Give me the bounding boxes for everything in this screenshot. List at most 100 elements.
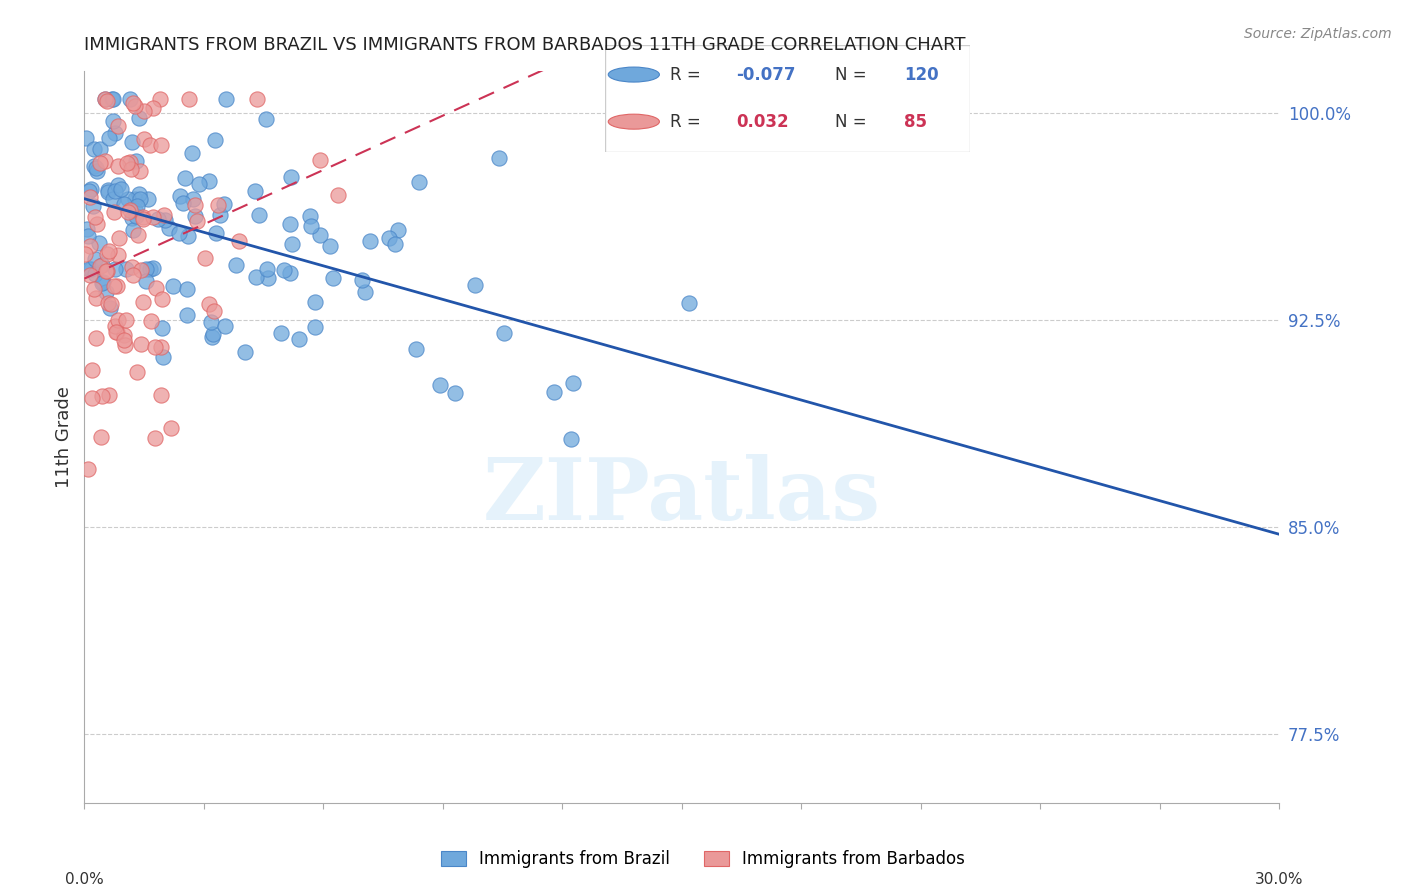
Point [120,92,142,106]
Point [176,282,198,296]
Point [359,235,381,249]
Point [194,252,217,266]
Circle shape [609,67,659,82]
Point [107,178,129,192]
Point [77,261,100,276]
Point [84,161,107,176]
Point [172,195,194,210]
Point [188,177,211,191]
Point [176,308,198,322]
Point [117,192,139,206]
Point [94,264,117,278]
Point [77,462,100,476]
Point [75,247,97,261]
Point [83,142,105,156]
Point [124,98,146,112]
Point [103,205,125,219]
Point [110,182,132,196]
Point [93,153,115,168]
Point [80,181,103,195]
Point [125,210,148,224]
Point [84,331,107,345]
Point [100,297,122,311]
Point [82,199,104,213]
Point [155,213,177,227]
Point [200,315,222,329]
Point [77,228,100,243]
Point [183,210,205,224]
Point [152,350,174,364]
Point [105,278,128,293]
Point [86,217,108,231]
Point [121,260,143,275]
Text: ZIPatlas: ZIPatlas [482,454,882,538]
Point [145,339,167,353]
Point [304,320,326,334]
Point [214,318,236,333]
Point [97,295,120,310]
Point [107,313,129,327]
Point [79,268,101,282]
Point [162,279,184,293]
Point [80,363,103,377]
Text: 85: 85 [904,112,928,130]
Point [405,343,427,357]
Point [90,388,112,402]
Point [115,155,138,169]
Point [128,164,150,178]
Point [125,198,148,212]
Point [128,111,150,125]
Point [135,262,157,277]
Point [142,261,165,276]
Text: IMMIGRANTS FROM BRAZIL VS IMMIGRANTS FROM BARBADOS 11TH GRADE CORRELATION CHART: IMMIGRANTS FROM BRAZIL VS IMMIGRANTS FRO… [84,36,966,54]
Point [108,231,131,245]
Point [225,258,247,272]
Point [89,156,111,170]
Point [377,231,399,245]
Point [145,280,167,294]
Point [104,319,127,334]
Point [202,303,225,318]
Point [80,261,103,276]
Circle shape [609,114,659,129]
Point [125,154,148,169]
Point [94,285,117,299]
Point [107,159,129,173]
Point [101,114,124,128]
Point [97,185,120,199]
Point [247,208,270,222]
Point [288,332,311,346]
Point [245,269,267,284]
Point [90,258,112,272]
Point [79,190,101,204]
Point [273,263,295,277]
Point [134,132,156,146]
Point [494,326,516,341]
Y-axis label: 11th Grade: 11th Grade [55,386,73,488]
Point [157,221,180,235]
Point [97,183,120,197]
Point [150,388,173,402]
Point [443,386,465,401]
Point [83,282,105,296]
Point [146,211,169,226]
Point [90,430,112,444]
Point [304,294,326,309]
Point [77,184,100,198]
Point [124,203,146,218]
Point [94,92,117,106]
Point [150,137,173,152]
Point [129,192,152,206]
Point [174,170,197,185]
Point [186,213,208,227]
Point [121,211,143,226]
Point [132,104,155,119]
Point [83,159,105,173]
Text: R =: R = [671,66,706,84]
Point [169,188,191,202]
Point [121,135,143,149]
Point [464,278,486,293]
Point [79,239,101,253]
Point [350,273,373,287]
Point [150,321,173,335]
